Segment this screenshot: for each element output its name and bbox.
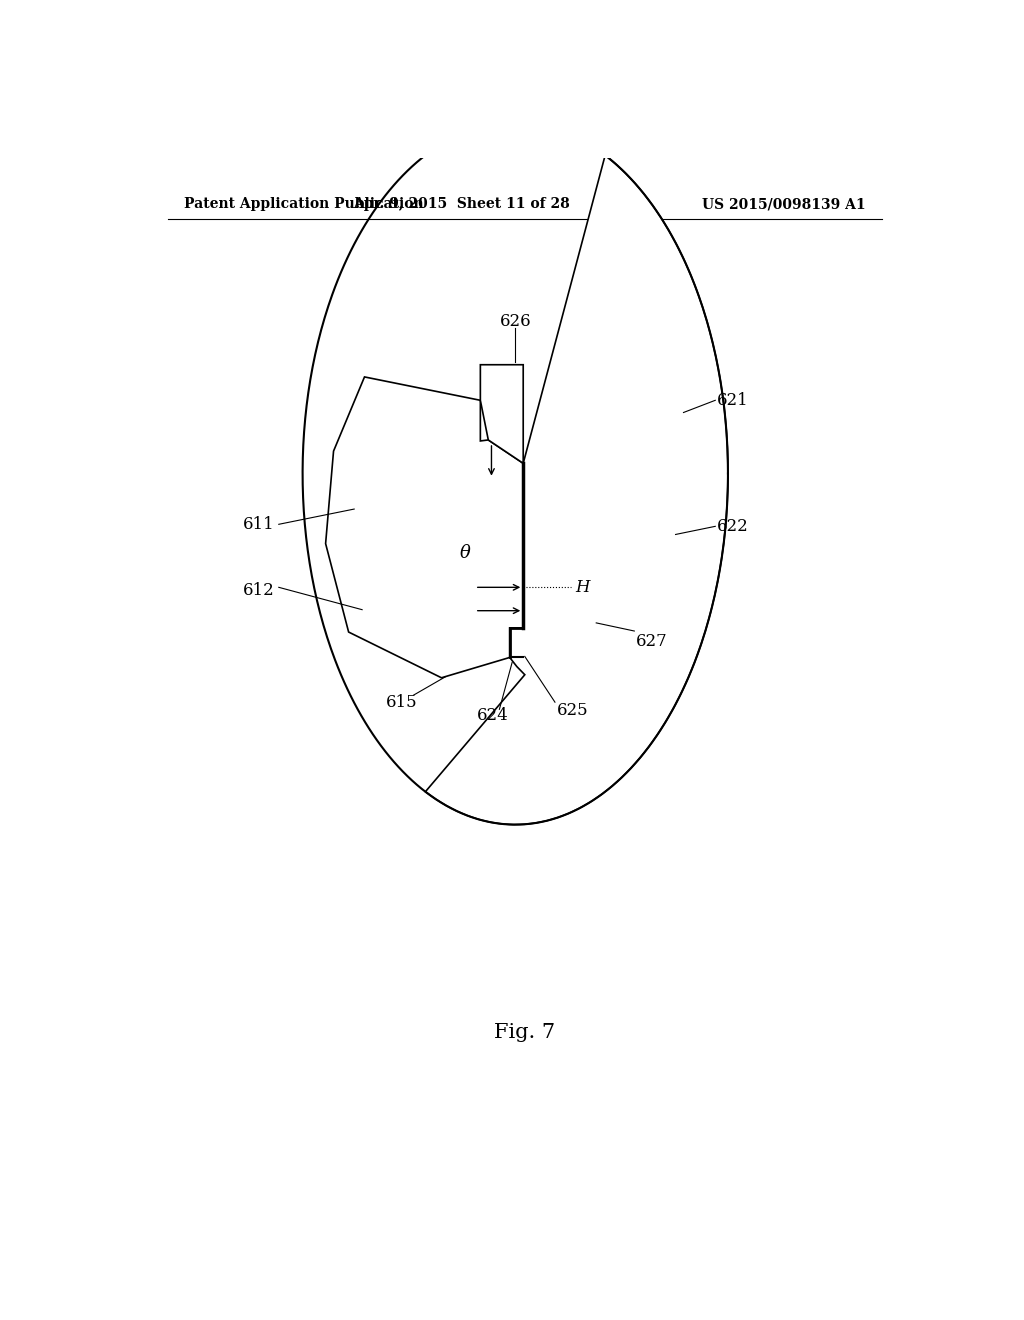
Polygon shape: [425, 156, 728, 825]
Text: US 2015/0098139 A1: US 2015/0098139 A1: [702, 197, 866, 211]
Text: 611: 611: [243, 516, 274, 533]
Text: 621: 621: [717, 392, 749, 409]
Text: H: H: [574, 579, 589, 595]
Text: Apr. 9, 2015  Sheet 11 of 28: Apr. 9, 2015 Sheet 11 of 28: [353, 197, 569, 211]
Text: 625: 625: [557, 702, 588, 719]
Text: 622: 622: [717, 517, 749, 535]
Polygon shape: [326, 378, 523, 677]
Polygon shape: [480, 364, 523, 463]
Text: 612: 612: [243, 582, 274, 599]
Text: Patent Application Publication: Patent Application Publication: [183, 197, 423, 211]
Text: 626: 626: [500, 313, 531, 330]
Text: 627: 627: [636, 632, 668, 649]
Text: θ: θ: [460, 544, 471, 562]
Text: 615: 615: [386, 694, 418, 710]
Text: Fig. 7: Fig. 7: [495, 1023, 555, 1041]
Text: 624: 624: [477, 708, 509, 723]
